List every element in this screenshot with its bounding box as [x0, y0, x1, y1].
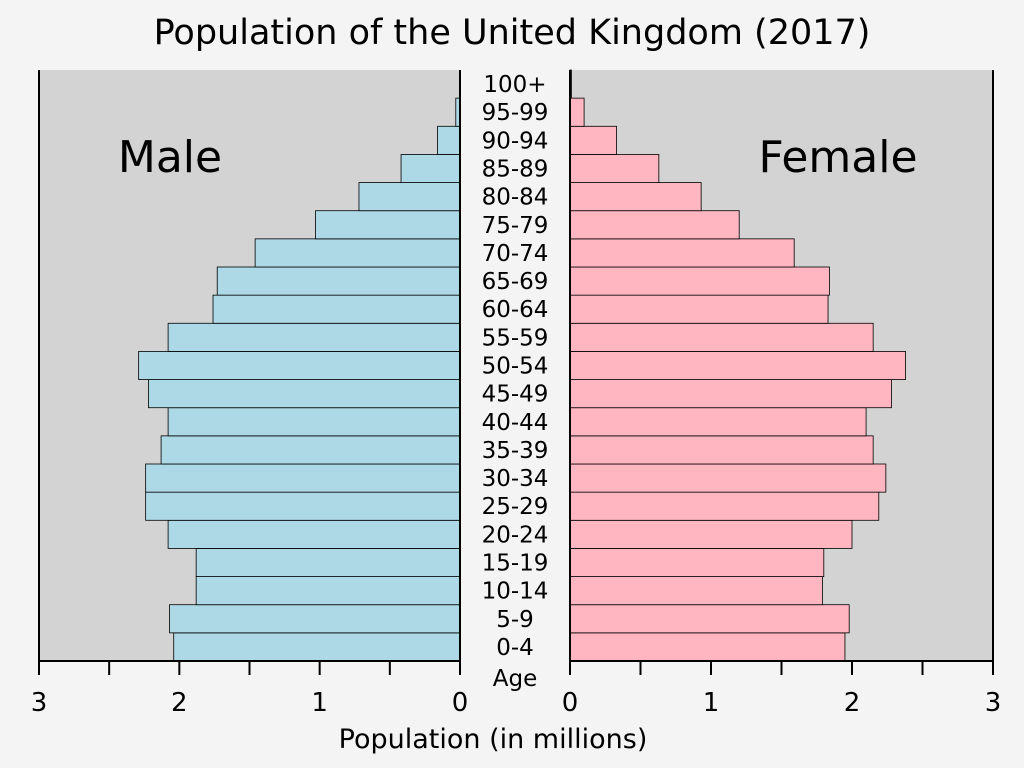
- male-bar-0-4: [173, 632, 461, 662]
- male-bar-35-39: [160, 435, 461, 465]
- female-bar-35-39: [569, 435, 874, 465]
- male-bar-80-84: [358, 182, 461, 212]
- female-series-label: Female: [758, 132, 917, 183]
- male-bar-90-94: [437, 125, 461, 155]
- female-tick-label-0: 0: [562, 688, 579, 718]
- male-bar-55-59: [167, 322, 461, 352]
- male-bar-5-9: [169, 604, 461, 634]
- male-bar-45-49: [148, 379, 461, 409]
- female-bar-15-19: [569, 548, 825, 577]
- female-tick-label-3: 3: [985, 688, 1002, 718]
- age-label-0-4: 0-4: [496, 635, 534, 661]
- age-label-5-9: 5-9: [496, 607, 534, 633]
- female-bar-25-29: [569, 491, 880, 521]
- age-label-60-64: 60-64: [482, 297, 549, 323]
- male-bar-85-89: [400, 154, 461, 183]
- age-label-90-94: 90-94: [482, 128, 549, 154]
- female-bar-65-69: [569, 266, 830, 296]
- age-label-25-29: 25-29: [482, 494, 549, 520]
- male-bars: [138, 97, 461, 662]
- male-bar-30-34: [145, 463, 461, 493]
- age-label-20-24: 20-24: [482, 522, 549, 548]
- female-bar-60-64: [569, 294, 829, 324]
- female-bar-20-24: [569, 519, 853, 549]
- age-label-10-14: 10-14: [482, 579, 549, 605]
- female-bar-40-44: [569, 407, 867, 437]
- male-tick-label-0: 0: [452, 688, 469, 718]
- age-label-80-84: 80-84: [482, 185, 549, 211]
- age-label-70-74: 70-74: [482, 241, 549, 267]
- female-bar-45-49: [569, 379, 892, 409]
- male-bar-60-64: [212, 294, 461, 324]
- female-bar-10-14: [569, 576, 823, 606]
- female-bars: [569, 69, 906, 662]
- female-bar-55-59: [569, 322, 874, 352]
- age-label-55-59: 55-59: [482, 325, 549, 351]
- male-tick-label-2: 2: [171, 688, 188, 718]
- age-label-45-49: 45-49: [482, 382, 549, 408]
- male-bar-10-14: [195, 576, 461, 606]
- female-bar-75-79: [569, 210, 740, 240]
- age-label-40-44: 40-44: [482, 410, 549, 436]
- age-label-65-69: 65-69: [482, 269, 549, 295]
- male-bar-20-24: [167, 519, 461, 549]
- age-label-75-79: 75-79: [482, 213, 549, 239]
- age-label-15-19: 15-19: [482, 551, 549, 577]
- male-bar-15-19: [195, 548, 461, 577]
- chart-title: Population of the United Kingdom (2017): [154, 13, 871, 53]
- male-tick-label-3: 3: [31, 688, 48, 718]
- male-tick-label-1: 1: [311, 688, 328, 718]
- female-bar-50-54: [569, 351, 906, 380]
- female-bar-0-4: [569, 632, 846, 662]
- female-bar-80-84: [569, 182, 702, 212]
- age-label-100+: 100+: [483, 72, 546, 98]
- age-label-85-89: 85-89: [482, 157, 549, 183]
- age-label-35-39: 35-39: [482, 438, 549, 464]
- female-bar-5-9: [569, 604, 850, 634]
- male-bar-70-74: [254, 238, 461, 268]
- age-label-95-99: 95-99: [482, 100, 549, 126]
- female-tick-label-2: 2: [844, 688, 861, 718]
- female-bar-85-89: [569, 154, 660, 183]
- male-bar-50-54: [138, 351, 461, 380]
- female-bar-95-99: [569, 97, 585, 127]
- male-bar-25-29: [145, 491, 461, 521]
- male-series-label: Male: [118, 132, 222, 183]
- female-bar-90-94: [569, 125, 617, 155]
- male-bar-40-44: [167, 407, 461, 437]
- age-label-30-34: 30-34: [482, 466, 549, 492]
- female-bar-70-74: [569, 238, 795, 268]
- female-tick-label-1: 1: [703, 688, 720, 718]
- x-axis-ticks: 0 0 1 1 2 2 3 3: [31, 661, 1002, 718]
- male-bar-65-69: [216, 266, 461, 296]
- age-axis-title: Age: [493, 666, 537, 692]
- female-bar-30-34: [569, 463, 887, 493]
- male-bar-75-79: [315, 210, 461, 240]
- x-axis-title: Population (in millions): [339, 724, 648, 755]
- age-label-50-54: 50-54: [482, 354, 549, 380]
